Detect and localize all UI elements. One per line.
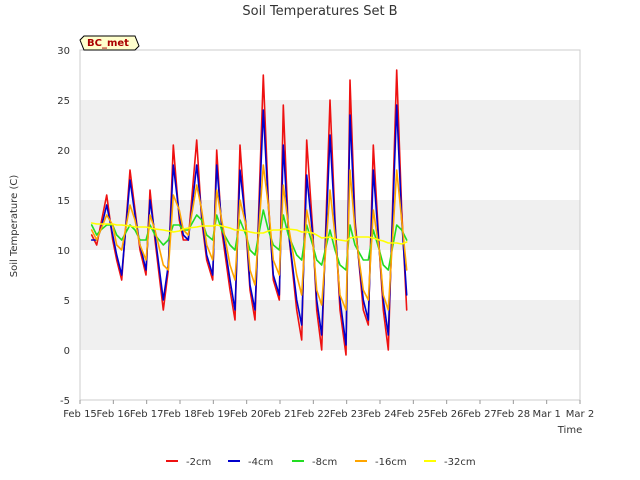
y-tick-label: 15 (57, 196, 70, 207)
x-tick-label: Feb 15 (63, 409, 97, 420)
y-tick-label: 30 (57, 46, 70, 57)
grid-band (80, 200, 580, 250)
y-tick-label: 0 (64, 346, 70, 357)
x-axis-ticks: Feb 15 Feb 16 Feb 17 Feb 18 Feb 19 Feb 20 Feb … (63, 400, 594, 420)
site-badge-label: BC_met (87, 38, 129, 49)
legend-label: -8cm (312, 457, 337, 468)
x-tick-label: Feb 21 (263, 409, 297, 420)
x-tick-label: Feb 23 (330, 409, 364, 420)
y-axis-ticks: -5 0 5 10 15 20 25 30 (57, 46, 70, 407)
legend-label: -2cm (186, 457, 211, 468)
x-tick-label: Feb 18 (163, 409, 197, 420)
x-tick-label: Feb 17 (130, 409, 164, 420)
plot-frame (79, 49, 581, 401)
x-tick-label: Feb 16 (97, 409, 131, 420)
x-tick-label: Feb 19 (197, 409, 231, 420)
site-badge: BC_met (79, 35, 140, 51)
x-tick-label: Feb 20 (230, 409, 264, 420)
grid-band (80, 350, 580, 400)
series-line-minus-32cm (90, 222, 408, 245)
y-tick-label: 10 (57, 246, 70, 257)
x-tick-label: Feb 24 (363, 409, 397, 420)
site-badge-box (79, 35, 140, 51)
chart-title: Soil Temperatures Set B (242, 4, 397, 19)
y-tick-label: 25 (57, 96, 70, 107)
x-tick-label: Feb 22 (297, 409, 331, 420)
grid-band (80, 300, 580, 350)
x-tick-label: Mar 1 (532, 409, 560, 420)
y-tick-label: 5 (64, 296, 70, 307)
series-line-minus-16cm (90, 164, 408, 311)
legend-label: -4cm (248, 457, 273, 468)
x-tick-label: Feb 26 (430, 409, 464, 420)
grid-band (80, 50, 580, 100)
y-axis-title: Soil Temperature (C) (9, 175, 20, 278)
x-axis-title: Time (557, 425, 582, 436)
y-tick-label: 20 (57, 146, 70, 157)
x-tick-label: Mar 2 (566, 409, 594, 420)
grid-band (80, 250, 580, 300)
legend-label: -16cm (375, 457, 407, 468)
legend: -2cm -4cm -8cm -16cm -32cm (166, 457, 476, 468)
x-tick-label: Feb 25 (397, 409, 431, 420)
y-tick-label: -5 (60, 396, 70, 407)
x-tick-label: Feb 27 (463, 409, 497, 420)
x-tick-label: Feb 28 (497, 409, 531, 420)
series-lines (90, 69, 408, 356)
legend-label: -32cm (444, 457, 476, 468)
